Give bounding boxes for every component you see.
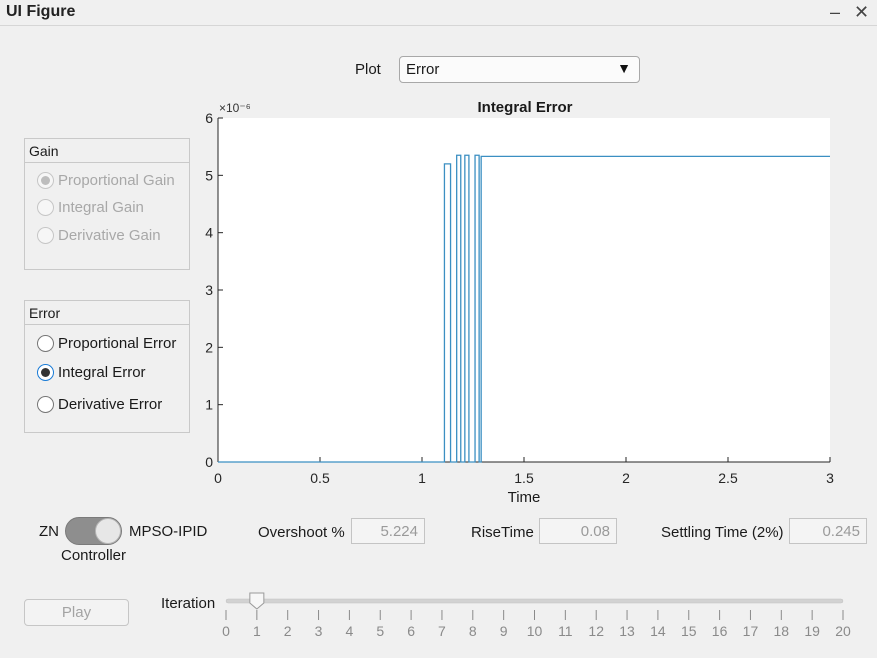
radio-proportional-error[interactable]: Proportional Error	[37, 335, 176, 352]
radio-derivative-gain[interactable]: Derivative Gain	[37, 227, 161, 244]
radio-proportional-gain[interactable]: Proportional Gain	[37, 172, 175, 189]
slider-tick-label: 9	[500, 623, 508, 639]
x-tick-label: 1.5	[514, 470, 534, 486]
slider-tick-label: 2	[284, 623, 292, 639]
gain-panel-title: Gain	[25, 139, 189, 163]
slider-tick-label: 1	[253, 623, 261, 639]
slider-tick-label: 17	[743, 623, 759, 639]
x-tick-label: 2.5	[718, 470, 738, 486]
slider-tick-label: 12	[588, 623, 604, 639]
radio-circle	[37, 364, 54, 381]
toggle-knob[interactable]	[95, 518, 121, 544]
overshoot-field[interactable]: 5.224	[351, 518, 425, 544]
radio-label: Integral Gain	[58, 199, 144, 216]
radio-circle	[37, 199, 54, 216]
slider-track[interactable]	[225, 598, 844, 604]
iteration-slider[interactable]: 0 1 2 3 4 5 6 7 8 9 10 11 12 13 14 15 16 17 18 19 20	[215, 588, 860, 644]
slider-tick-label: 16	[712, 623, 728, 639]
slider-tick-label: 20	[835, 623, 851, 639]
y-tick-label: 2	[205, 339, 213, 355]
settling-time-field[interactable]: 0.245	[789, 518, 867, 544]
y-tick-label: 0	[205, 454, 213, 470]
slider-tick-label: 0	[222, 623, 230, 639]
x-tick-label: 0	[214, 470, 222, 486]
radio-circle	[37, 227, 54, 244]
controller-caption: Controller	[61, 547, 127, 564]
slider-tick-label: 13	[619, 623, 635, 639]
title-bar: UI Figure – ✕	[0, 0, 877, 26]
play-button[interactable]: Play	[24, 599, 129, 626]
slider-tick-label: 3	[315, 623, 323, 639]
radio-derivative-error[interactable]: Derivative Error	[37, 396, 162, 413]
slider-tick-label: 11	[558, 623, 573, 639]
slider-tick-label: 18	[774, 623, 790, 639]
y-tick-label: 1	[205, 397, 213, 413]
settling-time-label: Settling Time (2%)	[661, 524, 784, 541]
minimize-icon[interactable]: –	[830, 2, 841, 22]
radio-label: Proportional Error	[58, 335, 177, 352]
close-icon[interactable]: ✕	[854, 2, 870, 22]
x-tick-label: 1	[418, 470, 426, 486]
slider-thumb[interactable]	[249, 592, 265, 610]
iteration-label: Iteration	[161, 595, 216, 612]
zn-label: ZN	[39, 523, 59, 540]
radio-circle	[37, 396, 54, 413]
slider-tick-label: 14	[650, 623, 666, 639]
gain-panel: Gain Proportional Gain Integral Gain Der…	[24, 138, 190, 270]
chevron-down-icon: ▼	[617, 60, 631, 76]
controller-toggle[interactable]	[65, 517, 122, 545]
overshoot-label: Overshoot %	[258, 524, 345, 541]
plot-dropdown-value: Error	[406, 61, 440, 78]
x-tick-label: 0.5	[310, 470, 330, 486]
radio-label: Derivative Error	[58, 396, 163, 413]
y-exponent-label: ×10⁻⁶	[219, 101, 251, 115]
x-tick-label: 2	[622, 470, 630, 486]
window-title: UI Figure	[6, 3, 76, 20]
slider-tick-label: 10	[527, 623, 543, 639]
error-panel: Error Proportional Error Integral Error …	[24, 300, 190, 433]
chart-title: Integral Error	[477, 99, 572, 116]
y-tick-label: 4	[205, 225, 213, 241]
y-tick-label: 3	[205, 282, 213, 298]
y-tick-label: 6	[205, 110, 213, 126]
radio-label: Derivative Gain	[58, 227, 161, 244]
risetime-field[interactable]: 0.08	[539, 518, 617, 544]
plot-label: Plot	[355, 61, 381, 78]
series-line	[218, 154, 830, 463]
slider-tick-label: 5	[376, 623, 384, 639]
radio-circle	[37, 335, 54, 352]
slider-tick-label: 19	[804, 623, 820, 639]
radio-integral-error[interactable]: Integral Error	[37, 364, 146, 381]
mpso-ipid-label: MPSO-IPID	[129, 523, 208, 540]
radio-circle	[37, 172, 54, 189]
plot-area	[218, 118, 830, 462]
slider-tick-label: 6	[407, 623, 415, 639]
y-tick-label: 5	[205, 167, 213, 183]
radio-integral-gain[interactable]: Integral Gain	[37, 199, 144, 216]
x-axis-label: Time	[508, 489, 541, 506]
plot-dropdown[interactable]: Error ▼	[399, 56, 640, 83]
slider-tick-label: 7	[438, 623, 446, 639]
slider-tick-label: 15	[681, 623, 697, 639]
slider-tick-label: 8	[469, 623, 477, 639]
error-panel-title: Error	[25, 301, 189, 325]
risetime-label: RiseTime	[471, 524, 534, 541]
integral-error-chart: Integral Error ×10⁻⁶ 0 0.5 1 1.5 2 2.5 3 0 1 2 3 4 5…	[205, 99, 834, 506]
radio-label: Integral Error	[58, 364, 146, 381]
x-tick-label: 3	[826, 470, 834, 486]
radio-label: Proportional Gain	[58, 172, 175, 189]
slider-tick-label: 4	[346, 623, 354, 639]
